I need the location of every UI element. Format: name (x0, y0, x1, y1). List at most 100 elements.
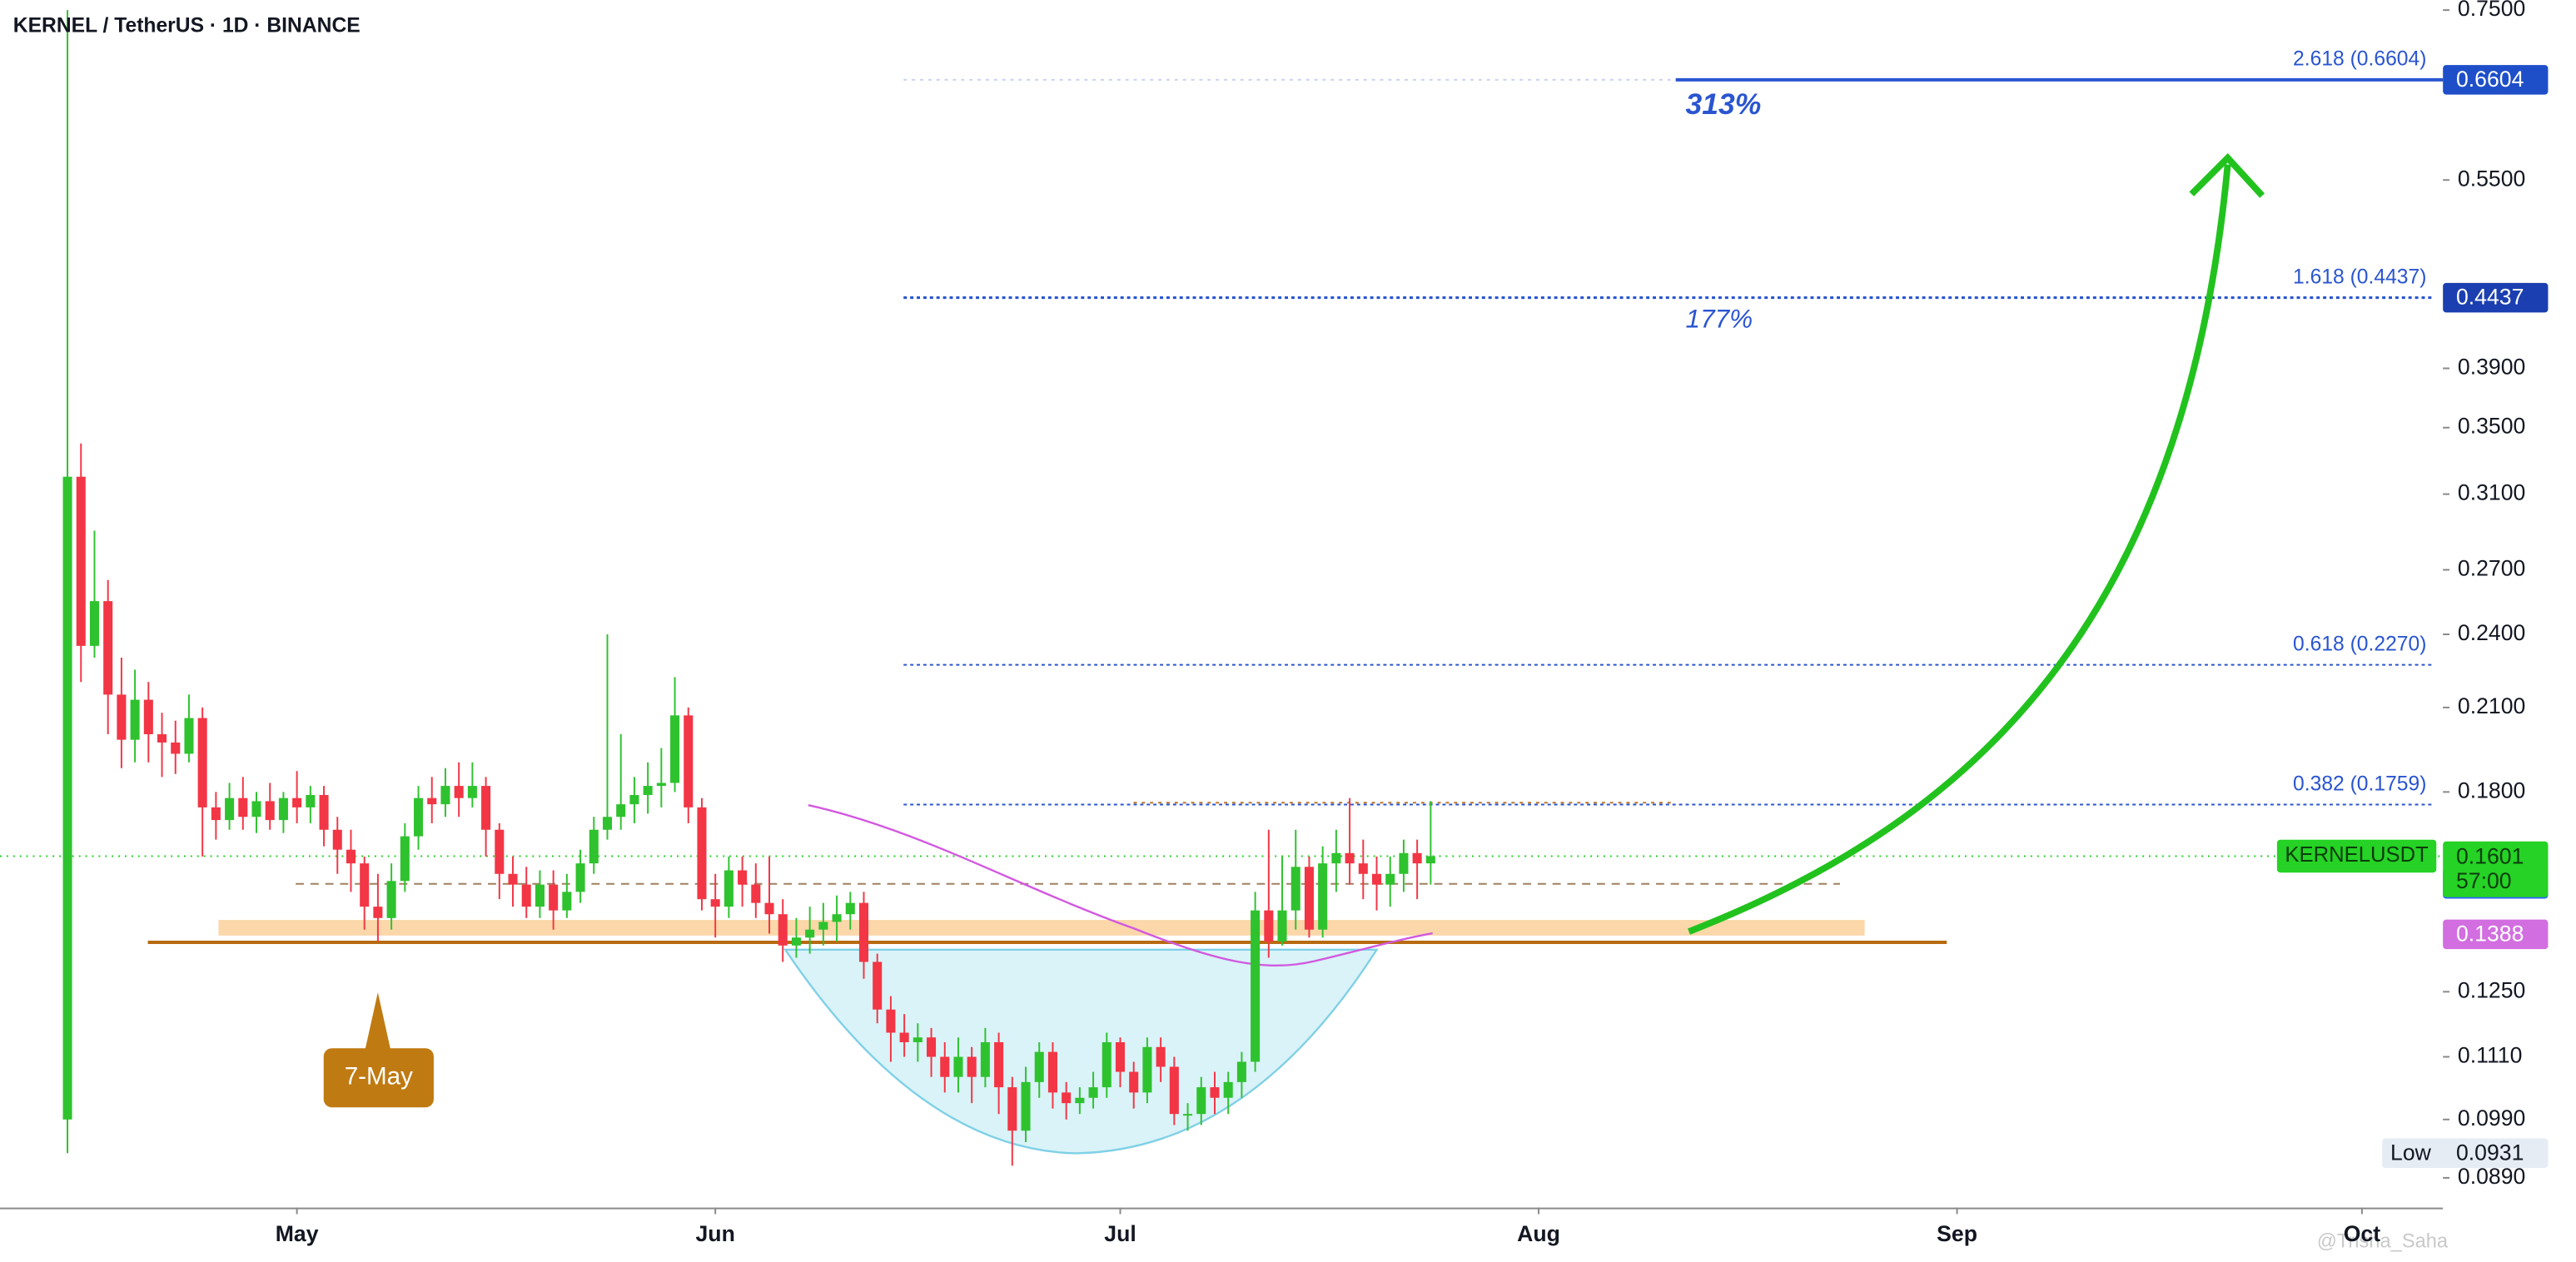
candle-body (467, 786, 477, 798)
candle-body (818, 922, 828, 930)
x-tick-label: Jun (696, 1221, 735, 1246)
x-tick-label: Aug (1517, 1221, 1560, 1246)
candle-body (1290, 867, 1300, 911)
candle-body (184, 718, 194, 754)
callout-pointer (365, 992, 391, 1052)
candle-body (62, 476, 72, 1120)
candle-body (1399, 852, 1409, 874)
y-tick-label: 0.1250 (2458, 977, 2525, 1002)
candle-body (440, 786, 450, 805)
fib-label: 1.618 (0.4437) (2293, 266, 2426, 288)
candle-body (1385, 873, 1395, 885)
x-tick-label: May (276, 1221, 319, 1246)
x-tick-label: Oct (2344, 1221, 2381, 1246)
candle-body (980, 1041, 990, 1077)
candle-body (1102, 1041, 1111, 1088)
candle-body (764, 902, 774, 915)
candle-body (117, 694, 127, 740)
last-price-label: 0.1601 (2456, 843, 2524, 868)
candle-body (1412, 852, 1422, 864)
last-price-badge (2443, 841, 2549, 897)
price-badge (2443, 65, 2549, 95)
candle-body (549, 884, 559, 911)
callout-text: 7-May (345, 1063, 413, 1091)
y-tick-label: 0.1800 (2458, 778, 2525, 802)
symbol-label: KERNELUSDT (2285, 843, 2429, 867)
candle-body (1264, 910, 1274, 942)
candle-body (697, 807, 707, 900)
candle-body (319, 795, 329, 830)
candle-body (1318, 863, 1328, 930)
candle-body (143, 699, 153, 735)
candle-body (845, 902, 855, 915)
fib-label: 2.618 (0.6604) (2293, 48, 2426, 71)
y-tick-label: 0.0990 (2458, 1105, 2525, 1130)
candle-body (1062, 1092, 1072, 1104)
candle-body (386, 881, 396, 918)
price-badge-label: 0.6604 (2456, 67, 2524, 92)
fib-percent: 177% (1686, 304, 1753, 334)
candle-body (1371, 873, 1382, 885)
candle-body (886, 1009, 896, 1033)
candle-body (1115, 1041, 1126, 1072)
candle-body (414, 797, 424, 837)
candle-body (629, 795, 639, 805)
y-tick-label: 0.2400 (2458, 620, 2525, 645)
x-tick-label: Jul (1104, 1221, 1136, 1246)
candle-body (791, 937, 801, 946)
candle-body (724, 870, 734, 907)
price-badge-label: 0.4437 (2456, 285, 2524, 310)
candle-body (1210, 1087, 1220, 1098)
x-tick-label: Sep (1937, 1221, 1977, 1246)
candle-body (562, 892, 572, 911)
candle-body (535, 884, 545, 907)
candle-body (953, 1056, 963, 1077)
callout-box (323, 1048, 434, 1108)
candle-body (1358, 863, 1368, 874)
candle-body (899, 1032, 909, 1042)
candle-body (332, 829, 342, 850)
candle-body (575, 863, 585, 892)
candle-body (616, 804, 626, 817)
candle-body (89, 601, 100, 646)
candle-body (1277, 910, 1287, 942)
watermark: @Trisha_Saha (2317, 1230, 2449, 1252)
y-tick-label: 0.1110 (2458, 1043, 2522, 1068)
candle-body (1223, 1081, 1233, 1098)
candle-body (1169, 1066, 1179, 1115)
fib-percent: 313% (1686, 87, 1762, 121)
y-tick-label: 0.2700 (2458, 556, 2525, 581)
candle-body (670, 715, 680, 783)
candle-body (1331, 852, 1341, 864)
candle-body (1183, 1114, 1193, 1116)
candle-body (1088, 1087, 1098, 1098)
candle-body (805, 929, 815, 938)
candle-body (1251, 910, 1261, 1062)
candle-body (238, 797, 248, 817)
candle-body (211, 807, 221, 821)
candle-body (994, 1041, 1004, 1088)
candle-body (1156, 1046, 1166, 1067)
candle-body (1007, 1087, 1017, 1131)
candle-body (76, 476, 86, 646)
candle-body (157, 734, 167, 743)
price-badge (2443, 919, 2549, 950)
candle-body (1075, 1097, 1085, 1104)
candle-body (427, 797, 437, 805)
candle-body (306, 795, 316, 807)
low-badge (2382, 1138, 2549, 1169)
candle-body (940, 1056, 950, 1077)
candle-body (858, 902, 869, 962)
candle-body (292, 797, 302, 807)
price-badge (2443, 282, 2549, 313)
candle-body (643, 786, 653, 796)
projection-arrow (1688, 164, 2231, 935)
candle-body (832, 914, 842, 922)
fib-label: 0.382 (0.1759) (2293, 773, 2426, 795)
candle-body (1196, 1087, 1206, 1115)
candle-body (521, 884, 531, 907)
candle-body (602, 817, 613, 830)
candle-body (1345, 852, 1355, 864)
candle-body (130, 699, 140, 740)
